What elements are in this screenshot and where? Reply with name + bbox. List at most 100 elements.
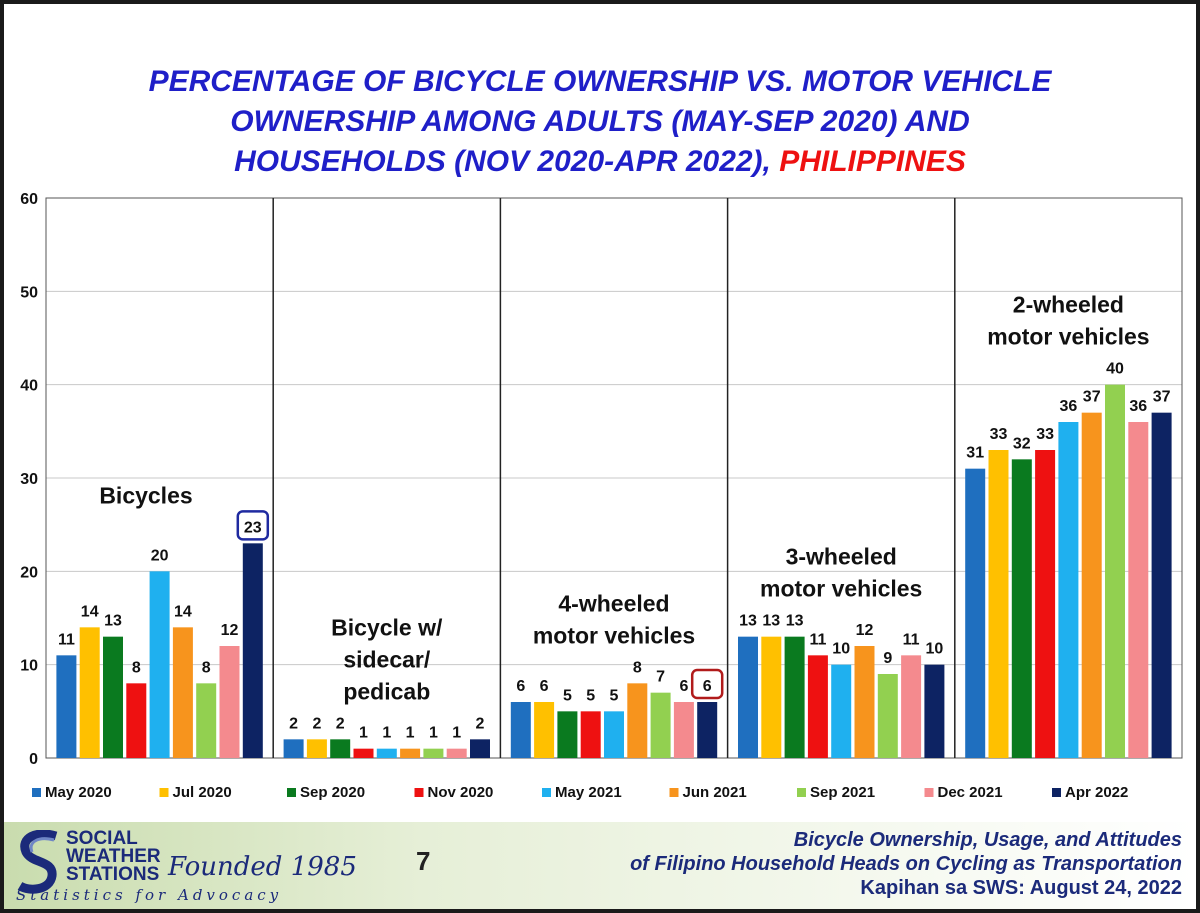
data-label-cat3-ser7: 11	[903, 631, 920, 648]
legend-label-8: Apr 2022	[1065, 784, 1128, 801]
data-label-cat0-ser0: 11	[58, 631, 75, 648]
bar-cat1-ser5	[400, 748, 421, 758]
y-tick-label-30: 30	[20, 471, 38, 488]
bar-cat3-ser4	[831, 664, 852, 758]
legend-label-5: Jun 2021	[683, 784, 747, 801]
title-line-1: PERCENTAGE OF BICYCLE OWNERSHIP VS. MOTO…	[148, 65, 1052, 98]
category-label-0-line-1: Bicycles	[99, 482, 192, 508]
category-label-3-line-1: 3-wheeled	[786, 544, 897, 570]
data-label-cat4-ser8: 37	[1153, 389, 1171, 406]
highlight-box-cat0-ser8	[236, 510, 270, 541]
bar-cat3-ser7	[901, 655, 922, 758]
bar-cat1-ser6	[423, 748, 444, 758]
bar-cat2-ser4	[604, 711, 624, 758]
legend-label-2: Sep 2020	[300, 784, 365, 801]
data-label-cat1-ser6: 1	[429, 725, 438, 742]
y-tick-label-40: 40	[20, 378, 38, 395]
data-label-cat1-ser7: 1	[452, 725, 461, 742]
bar-cat0-ser7	[219, 646, 240, 758]
bar-cat1-ser1	[306, 739, 327, 758]
bar-cat4-ser6	[1105, 384, 1125, 758]
data-label-cat2-ser5: 8	[633, 659, 642, 676]
data-label-cat1-ser4: 1	[382, 725, 391, 742]
legend-label-7: Dec 2021	[938, 784, 1003, 801]
bar-cat3-ser5	[854, 646, 875, 758]
bar-cat1-ser2	[330, 739, 351, 758]
bar-cat4-ser4	[1058, 422, 1079, 758]
bar-cat1-ser4	[376, 748, 397, 758]
bar-cat3-ser8	[924, 664, 945, 758]
bar-cat1-ser7	[446, 748, 467, 758]
bar-cat3-ser0	[738, 636, 758, 758]
report-info: Bicycle Ownership, Usage, and Attitudes …	[630, 828, 1182, 900]
category-label-2-line-2: motor vehicles	[533, 622, 695, 648]
bar-cat2-ser5	[627, 683, 648, 758]
data-label-cat3-ser4: 10	[832, 641, 850, 658]
data-label-cat4-ser2: 32	[1013, 435, 1031, 452]
org-tagline: Statistics for Advocacy	[16, 886, 283, 904]
data-label-cat0-ser1: 14	[81, 603, 99, 620]
bar-cat3-ser2	[784, 636, 805, 758]
data-label-cat1-ser1: 2	[312, 715, 321, 732]
data-label-cat2-ser0: 6	[516, 678, 525, 695]
category-label-3-line-2: motor vehicles	[760, 576, 922, 602]
data-label-cat2-ser4: 5	[610, 687, 619, 704]
y-tick-label-50: 50	[20, 284, 38, 301]
legend-label-4: May 2021	[555, 784, 622, 801]
data-label-cat1-ser8: 2	[476, 715, 485, 732]
bar-cat0-ser1	[79, 627, 100, 758]
page-number: 7	[416, 846, 431, 876]
bar-cat0-ser4	[149, 571, 170, 758]
founded-text: Founded 1985	[168, 852, 357, 882]
bar-cat4-ser1	[988, 450, 1009, 758]
legend-label-6: Sep 2021	[810, 784, 875, 801]
bar-cat2-ser0	[510, 702, 531, 758]
bar-cat2-ser8	[697, 702, 718, 758]
bar-cat0-ser6	[196, 683, 217, 758]
sws-logo-icon	[17, 830, 58, 894]
data-label-cat2-ser2: 5	[563, 687, 572, 704]
org-name-line-1: SOCIAL	[66, 828, 138, 849]
title-line-2: OWNERSHIP AMONG ADULTS (MAY-SEP 2020) AN…	[230, 105, 970, 138]
data-label-cat1-ser5: 1	[406, 725, 415, 742]
category-label-1-line-3: pedicab	[343, 678, 430, 704]
org-name: SOCIAL WEATHER STATIONS	[66, 828, 161, 884]
report-title-line-1: Bicycle Ownership, Usage, and Attitudes	[793, 829, 1182, 851]
data-label-cat0-ser3: 8	[132, 659, 141, 676]
bar-cat1-ser3	[353, 748, 374, 758]
category-label-4-line-2: motor vehicles	[987, 324, 1149, 350]
org-name-line-2: WEATHER	[66, 846, 161, 867]
category-label-2-line-1: 4-wheeled	[558, 590, 669, 616]
data-label-cat4-ser7: 36	[1129, 398, 1147, 415]
category-label-4-line-1: 2-wheeled	[1013, 292, 1124, 318]
data-label-cat0-ser5: 14	[174, 603, 192, 620]
title-highlight-country: PHILIPPINES	[779, 145, 966, 178]
data-label-cat0-ser4: 20	[151, 547, 169, 564]
bar-cat3-ser1	[761, 636, 782, 758]
y-tick-label-60: 60	[20, 191, 38, 208]
y-tick-label-0: 0	[29, 751, 38, 768]
legend-swatch-3	[414, 788, 424, 797]
bar-cat2-ser7	[673, 702, 694, 758]
legend-label-0: May 2020	[45, 784, 112, 801]
data-label-cat3-ser2: 13	[786, 613, 804, 630]
bar-cat2-ser1	[534, 702, 555, 758]
bar-cat4-ser0	[965, 468, 986, 758]
data-label-cat4-ser4: 36	[1060, 398, 1078, 415]
data-label-cat3-ser3: 11	[809, 631, 826, 648]
data-label-cat4-ser6: 40	[1106, 361, 1124, 378]
highlight-box-cat2-ser8	[690, 668, 724, 700]
bar-cat4-ser5	[1081, 412, 1102, 758]
bar-cat4-ser2	[1011, 459, 1032, 758]
data-label-cat3-ser1: 13	[762, 613, 780, 630]
bar-cat0-ser2	[103, 636, 123, 758]
data-label-cat2-ser6: 7	[656, 669, 665, 686]
legend-label-1: Jul 2020	[173, 784, 232, 801]
bar-cat2-ser6	[650, 692, 671, 758]
title-line-3: HOUSEHOLDS (NOV 2020-APR 2022), PHILIPPI…	[4, 142, 1196, 182]
bar-cat3-ser6	[877, 674, 898, 758]
legend-swatch-8	[1052, 788, 1061, 797]
data-label-cat2-ser7: 6	[679, 678, 688, 695]
bar-cat0-ser3	[126, 683, 147, 758]
